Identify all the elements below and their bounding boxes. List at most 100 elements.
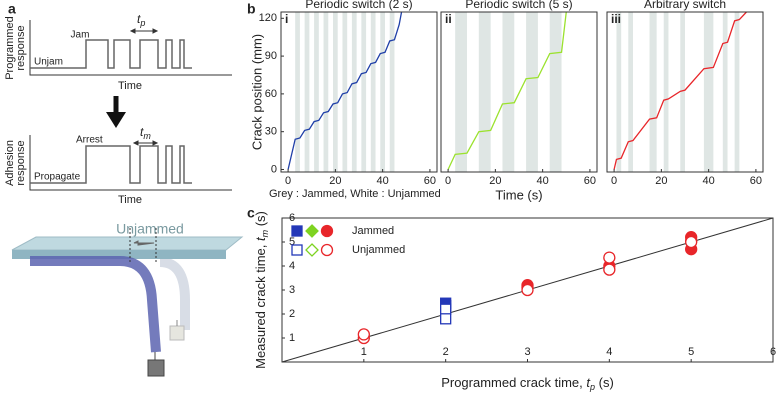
- plate-top: [11, 236, 244, 251]
- y-tick-label: 6: [289, 212, 295, 224]
- strip: [30, 256, 161, 353]
- weight: [147, 359, 165, 377]
- marker-circle: [603, 251, 616, 264]
- y-label: Programmed: [4, 16, 16, 80]
- jammed-band: [526, 12, 538, 172]
- y-tick-label: 30: [265, 126, 277, 138]
- label: Arrest: [76, 135, 103, 146]
- x-tick-label: 3: [524, 346, 530, 358]
- y-label: response: [15, 25, 27, 70]
- axis-label: Measured crack time, tm (s): [253, 211, 270, 369]
- marker-diamond: [305, 224, 319, 238]
- jammed-band: [734, 12, 740, 172]
- period-symbol: t: [137, 12, 141, 26]
- x-tick-label: 2: [443, 346, 449, 358]
- marker-circle: [320, 243, 334, 257]
- signal: [30, 145, 192, 184]
- plate-front: [12, 250, 226, 259]
- axes: [29, 135, 232, 191]
- panel-roman: iii: [611, 12, 621, 26]
- series-line: [447, 11, 567, 170]
- arrow: [133, 240, 155, 246]
- dashed-line: [129, 228, 157, 262]
- x-tick-label: 60: [584, 175, 596, 187]
- weight-ghost: [169, 325, 185, 341]
- x-tick-label: 4: [606, 346, 612, 358]
- x-tick-label: 0: [611, 175, 617, 187]
- label-symbol: t: [253, 236, 268, 241]
- marker-square: [291, 244, 303, 256]
- jammed-band: [649, 12, 657, 172]
- period-label: tm: [140, 125, 151, 141]
- marker-circle: [357, 328, 370, 341]
- chart-title: Periodic switch (5 s): [465, 0, 572, 11]
- y-tick-label: 60: [265, 88, 277, 100]
- label: Jam: [71, 30, 90, 41]
- axes: [29, 20, 232, 76]
- label-text: Measured crack time,: [253, 241, 268, 369]
- x-tick-label: 60: [424, 175, 436, 187]
- label-symbol: t: [586, 375, 591, 390]
- jammed-band: [361, 12, 367, 172]
- marker-circle: [521, 283, 534, 297]
- x-tick-label: 1: [361, 346, 367, 358]
- jammed-band: [478, 12, 491, 172]
- x-label: Time: [118, 194, 142, 206]
- jammed-band: [314, 12, 319, 172]
- y-label: response: [15, 140, 27, 185]
- label-text: (s): [253, 211, 268, 230]
- period-symbol: t: [140, 125, 144, 139]
- x-tick-label: 20: [489, 175, 501, 187]
- jammed-band: [628, 12, 633, 172]
- frame: [440, 11, 598, 173]
- y-tick-label: 3: [289, 284, 295, 296]
- series-line: [613, 11, 747, 170]
- label: Unjammed: [116, 221, 184, 237]
- y-tick-label: 2: [289, 308, 295, 320]
- marker-circle: [320, 224, 334, 238]
- x-tick-label: 40: [377, 175, 389, 187]
- y-tick-label: 4: [289, 260, 295, 272]
- jammed-band: [663, 12, 669, 172]
- legend-label: Jammed: [352, 225, 394, 237]
- jammed-band: [295, 12, 300, 172]
- jammed-band: [304, 12, 310, 172]
- panel-a: a Programmed response Jam Unjam tp Time …: [4, 1, 244, 377]
- x-tick-label: 20: [655, 175, 667, 187]
- x-tick-label: 0: [285, 175, 291, 187]
- jammed-band: [502, 12, 515, 172]
- signal: [30, 39, 192, 69]
- x-tick-label: 0: [445, 175, 451, 187]
- marker-circle: [603, 263, 616, 276]
- period-subscript: p: [139, 18, 145, 28]
- marker-square: [440, 313, 452, 325]
- axis-label: Programmed crack time, tp (s): [441, 375, 614, 392]
- jammed-band: [380, 12, 385, 172]
- period-label: tp: [137, 12, 145, 28]
- jammed-band: [351, 12, 357, 172]
- series-line: [287, 11, 403, 170]
- x-tick-label: 40: [703, 175, 715, 187]
- jammed-band: [333, 12, 338, 172]
- y-tick-label: 90: [265, 50, 277, 62]
- label: Propagate: [34, 172, 81, 183]
- panel-roman: ii: [445, 12, 452, 26]
- marker-square: [440, 303, 452, 315]
- x-label: Time: [118, 80, 142, 92]
- period-subscript: m: [143, 131, 151, 141]
- y-label: Crack position (mm): [249, 34, 264, 150]
- arrow: [129, 28, 159, 34]
- frame: [606, 11, 764, 173]
- jammed-band: [616, 12, 622, 172]
- label-text: Programmed crack time,: [441, 375, 586, 390]
- panel-label: c: [247, 205, 255, 221]
- x-label: Time (s): [495, 187, 542, 202]
- chart-title: Arbitrary switch: [644, 0, 726, 11]
- strip-ghost: [159, 257, 190, 330]
- legend-label: Unjammed: [352, 244, 405, 256]
- jammed-band: [722, 12, 728, 172]
- y-label: Adhesion: [4, 140, 16, 186]
- label-text: (s): [595, 375, 614, 390]
- arrow-head: [106, 112, 126, 128]
